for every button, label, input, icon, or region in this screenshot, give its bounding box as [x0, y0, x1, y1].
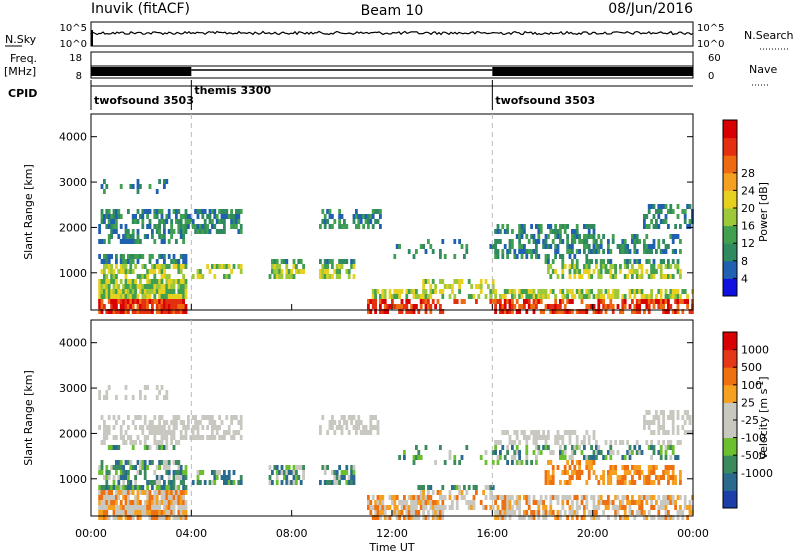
velocity-panel-frame [90, 319, 694, 517]
power-colorbar-swatch [723, 155, 737, 174]
velocity-colorbar-swatch [723, 437, 737, 456]
power-colorbar-tick-label: 28 [741, 167, 755, 180]
power-y-tick-label: 3000 [59, 176, 87, 189]
power-colorbar-tick-label: 12 [741, 237, 755, 250]
freq-block-twofsound-2 [492, 67, 693, 76]
freq-block-twofsound-1 [91, 67, 192, 76]
power-y-axis-title: Slant Range [km] [22, 164, 35, 260]
x-tick-label: 04:00 [175, 527, 207, 540]
power-heatmap-cells [98, 179, 694, 314]
x-tick-label: 12:00 [376, 527, 408, 540]
freq-tick-top: 18 [69, 53, 82, 64]
cpid-segment-label: twofsound 3503 [94, 94, 194, 107]
velocity-colorbar-tick-label: -500 [741, 449, 766, 462]
power-panel: 1000 2000 3000 4000 [59, 113, 694, 314]
nsky-label: N.Sky [5, 33, 37, 46]
cpid-segment-label: twofsound 3503 [495, 94, 595, 107]
velocity-colorbar-tick-label: 100 [741, 379, 762, 392]
power-colorbar-swatch [723, 190, 737, 209]
x-tick-label: 08:00 [276, 527, 308, 540]
freq-tick-bottom: 8 [76, 71, 82, 82]
velocity-colorbar-swatch [723, 367, 737, 386]
freq-label-1: Freq. [10, 52, 37, 65]
power-colorbar-tick-label: 16 [741, 220, 755, 233]
velocity-colorbar-title-end: ] [757, 376, 770, 380]
velocity-colorbar-tick-label: 25 [741, 396, 755, 409]
power-colorbar-tick-label: 8 [741, 255, 748, 268]
power-colorbar-swatch [723, 208, 737, 227]
power-colorbar-swatch [723, 260, 737, 279]
nave-tick-bottom: 0 [708, 71, 714, 82]
x-tick-label: 16:00 [476, 527, 508, 540]
velocity-colorbar-tick-label: 500 [741, 361, 762, 374]
velocity-colorbar-swatch [723, 402, 737, 421]
velocity-heatmap-cells [98, 385, 694, 520]
velocity-colorbar-swatch [723, 384, 737, 403]
power-y-tick-label: 4000 [59, 131, 87, 144]
nave-label: Nave [749, 63, 777, 76]
power-colorbar-title: Power [dB] [757, 182, 770, 242]
power-colorbar-swatch [723, 172, 737, 191]
nsky-tick-top: 10^5 [60, 23, 87, 34]
velocity-colorbar-tick-label: 1000 [741, 344, 769, 357]
nsearch-label: N.Search [744, 29, 794, 42]
nsky-trace [90, 30, 694, 36]
velocity-colorbar-tick-label: -25 [741, 414, 759, 427]
velocity-colorbar-tick-label: -1000 [741, 467, 773, 480]
x-axis-title: Time UT [368, 541, 414, 554]
velocity-y-tick-label: 3000 [59, 382, 87, 395]
power-colorbar-swatch [723, 225, 737, 244]
velocity-colorbar: 1000 500 100 25 -25 -100 -500 -1000 [722, 331, 773, 509]
power-colorbar-tick-label: 4 [741, 272, 748, 285]
nsky-tick-bottom: 10^0 [60, 39, 87, 50]
velocity-y-tick-label: 2000 [59, 427, 87, 440]
velocity-colorbar-title-sup: -1 [756, 381, 765, 389]
velocity-y-tick-label: 1000 [59, 473, 87, 486]
velocity-colorbar-tick-label: -100 [741, 432, 766, 445]
velocity-colorbar-swatch [723, 420, 737, 439]
beam-title: Beam 10 [361, 3, 424, 19]
power-colorbar-swatch [723, 120, 737, 139]
power-colorbar-swatch [723, 278, 737, 297]
station-title: Inuvik (fitACF) [91, 1, 190, 17]
velocity-colorbar-title-main: Velocity [m s [757, 388, 770, 459]
date-title: 08/Jun/2016 [608, 1, 693, 17]
velocity-panel: 1000 2000 3000 4000 [59, 319, 694, 520]
velocity-colorbar-swatch [723, 349, 737, 368]
power-colorbar-swatch [723, 137, 737, 156]
nsearch-tick-bottom: 10^0 [697, 39, 724, 50]
cpid-segment-label: themis 3300 [194, 84, 271, 97]
freq-label-2: [MHz] [4, 65, 36, 78]
power-y-tick-label: 1000 [59, 267, 87, 280]
nsky-line [90, 30, 694, 46]
power-colorbar-tick-label: 20 [741, 202, 755, 215]
power-colorbar-tick-label: 24 [741, 184, 755, 197]
velocity-colorbar-swatch [723, 455, 737, 474]
velocity-colorbar-swatch [723, 490, 737, 509]
nsearch-tick-top: 10^5 [697, 23, 724, 34]
nave-tick-top: 60 [708, 53, 721, 64]
velocity-colorbar-title: Velocity [m s-1] [756, 376, 770, 459]
x-tick-label: 20:00 [577, 527, 609, 540]
x-tick-label: 00:00 [75, 527, 107, 540]
power-y-tick-label: 2000 [59, 221, 87, 234]
cpid-label: CPID [8, 87, 37, 100]
velocity-y-axis-title: Slant Range [km] [22, 370, 35, 466]
velocity-colorbar-swatch [723, 472, 737, 491]
freq-bars [91, 65, 693, 76]
power-colorbar-swatch [723, 243, 737, 262]
x-tick-label: 00:00 [677, 527, 709, 540]
power-colorbar: 4 8 12 16 20 24 28 [722, 119, 755, 297]
velocity-colorbar-swatch [723, 332, 737, 351]
velocity-y-tick-label: 4000 [59, 337, 87, 350]
x-axis: 00:00 04:00 08:00 12:00 16:00 20:00 00:00 [75, 304, 709, 540]
